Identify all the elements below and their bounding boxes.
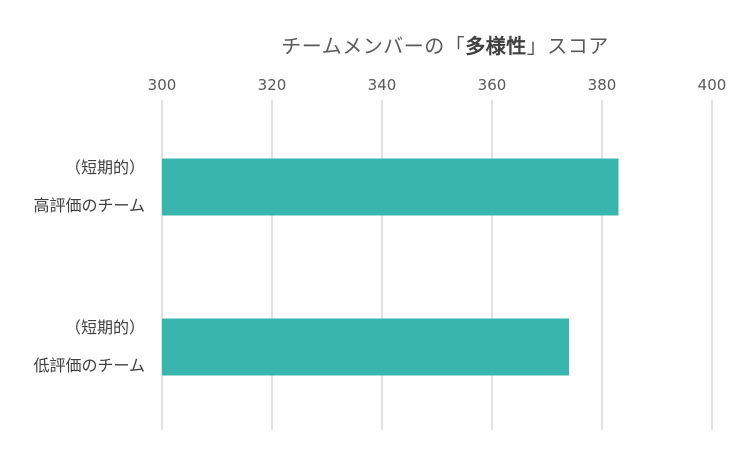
bars: [162, 158, 619, 376]
category-label: （短期的）: [65, 318, 145, 337]
category-label: 高評価のチーム: [33, 196, 145, 215]
x-tick-label: 400: [698, 76, 727, 94]
chart-title-emphasis: 多様性: [465, 34, 527, 58]
y-axis-category-labels: （短期的） 高評価のチーム （短期的） 低評価のチーム: [33, 158, 145, 375]
category-label: 低評価のチーム: [33, 356, 145, 375]
x-tick-label: 300: [148, 76, 177, 94]
chart-title-prefix: チームメンバーの「: [281, 34, 466, 58]
chart-title-suffix: 」スコア: [526, 34, 609, 58]
x-axis-tick-labels: 300 320 340 360 380 400: [148, 76, 727, 94]
bar: [162, 318, 569, 376]
chart-title: チームメンバーの「多様性」スコア: [0, 30, 750, 59]
x-tick-label: 320: [258, 76, 287, 94]
x-tick-label: 360: [478, 76, 507, 94]
category-label: （短期的）: [65, 158, 145, 177]
bar: [162, 158, 619, 216]
x-tick-label: 340: [368, 76, 397, 94]
gridlines: [161, 100, 713, 430]
x-tick-label: 380: [588, 76, 617, 94]
